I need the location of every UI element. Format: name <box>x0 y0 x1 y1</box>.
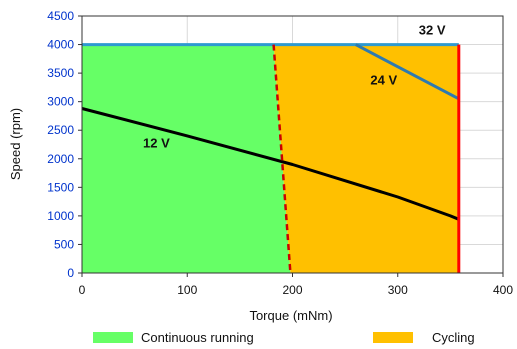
x-tick-label: 200 <box>282 283 302 297</box>
x-tick-label: 300 <box>388 283 408 297</box>
region-continuous-running <box>82 44 291 273</box>
y-tick-label: 2500 <box>47 123 74 137</box>
operating-regions <box>82 44 459 273</box>
continuous-limit-line <box>272 44 292 274</box>
legend-swatch-continuous <box>93 332 133 343</box>
characteristic-lines <box>81 43 461 274</box>
y-tick-label: 1500 <box>47 180 74 194</box>
line-labels: 32 V 24 V 12 V <box>143 22 446 150</box>
y-tick-label: 4000 <box>47 38 74 52</box>
legend-label-continuous: Continuous running <box>141 330 254 345</box>
region-cycling <box>273 44 459 273</box>
x-tick-label: 400 <box>493 283 513 297</box>
legend: Continuous running Cycling <box>93 330 475 345</box>
y-tick-label: 3000 <box>47 95 74 109</box>
y-tick-label: 2000 <box>47 152 74 166</box>
y-tick-label: 500 <box>54 237 74 251</box>
y-tick-label: 4500 <box>47 9 74 23</box>
legend-label-cycling: Cycling <box>432 330 475 345</box>
y-tick-label: 1000 <box>47 209 74 223</box>
line-label-12-v: 12 V <box>143 135 170 150</box>
y-tick-label: 3500 <box>47 66 74 80</box>
x-tick-label: 100 <box>177 283 197 297</box>
y-axis-title: Speed (rpm) <box>8 108 23 180</box>
x-axis-title: Torque (mNm) <box>249 308 332 323</box>
line-label-32-v: 32 V <box>419 22 446 37</box>
line-label-24-v: 24 V <box>370 73 397 88</box>
y-tick-label: 0 <box>67 266 74 280</box>
line-12-v <box>81 107 460 221</box>
tick-labels: 0 500 1000 1500 2000 2500 3000 3500 4000 4500 0 100… <box>47 9 513 297</box>
legend-swatch-cycling <box>373 332 413 343</box>
x-tick-label: 0 <box>79 283 86 297</box>
line-24-v <box>355 43 460 101</box>
